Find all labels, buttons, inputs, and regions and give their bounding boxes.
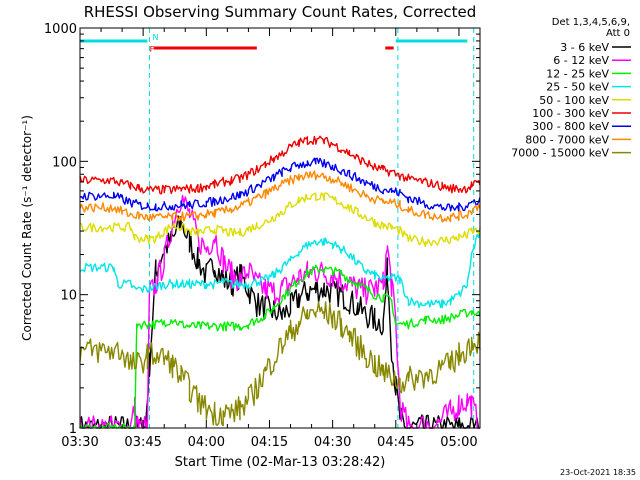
series-line-3 xyxy=(79,227,481,309)
x-tick-label: 04:45 xyxy=(377,435,414,450)
legend-entry-label: 100 - 300 keV xyxy=(532,107,609,120)
legend-entry-label: 300 - 800 keV xyxy=(532,120,609,133)
x-tick-label: 04:00 xyxy=(188,435,225,450)
legend-entry-label: 7000 - 15000 keV xyxy=(511,147,609,160)
flag-label-F: F xyxy=(150,45,155,54)
y-tick-label: 100 xyxy=(52,155,77,170)
plot-frame xyxy=(79,27,481,429)
series-line-8 xyxy=(79,301,481,427)
y-tick-label: 1000 xyxy=(44,22,77,37)
flag-label-N: N xyxy=(152,33,158,42)
series-line-5 xyxy=(79,135,481,195)
x-tick-label: 04:30 xyxy=(314,435,351,450)
x-tick-label: 04:15 xyxy=(251,435,288,450)
x-tick-label: 03:30 xyxy=(61,435,98,450)
series-line-4 xyxy=(79,192,481,247)
x-tick-label: 03:45 xyxy=(124,435,161,450)
legend-entry-label: 3 - 6 keV xyxy=(560,41,609,54)
chart-title: RHESSI Observing Summary Count Rates, Co… xyxy=(84,3,477,21)
plot-area: FN xyxy=(79,28,481,429)
legend-entry-label: 50 - 100 keV xyxy=(539,94,609,107)
y-axis-label: Corrected Count Rate (s⁻¹ detector⁻¹) xyxy=(20,115,34,341)
timestamp: 23-Oct-2021 18:35 xyxy=(560,468,636,477)
legend-header-line: Att 0 xyxy=(606,28,630,39)
legend-entry-label: 800 - 7000 keV xyxy=(525,133,609,146)
x-axis-label: Start Time (02-Mar-13 03:28:42) xyxy=(175,455,386,470)
legend-entry-label: 25 - 50 keV xyxy=(546,81,609,94)
legend-entry-label: 6 - 12 keV xyxy=(553,54,609,67)
series-line-1 xyxy=(79,194,480,429)
x-tick-label: 05:00 xyxy=(440,435,477,450)
legend-entry-label: 12 - 25 keV xyxy=(546,67,609,80)
series-line-2 xyxy=(79,264,481,429)
legend-header-line: Det 1,3,4,5,6,9, xyxy=(552,17,630,28)
y-tick-label: 1 xyxy=(69,422,77,437)
series-line-6 xyxy=(79,157,481,213)
axes: 1 10 100 1000 03:30 03:45 04:00 04:15 04:30 04:45… xyxy=(44,22,481,450)
series-line-7 xyxy=(79,170,481,223)
y-tick-label: 10 xyxy=(60,289,77,304)
